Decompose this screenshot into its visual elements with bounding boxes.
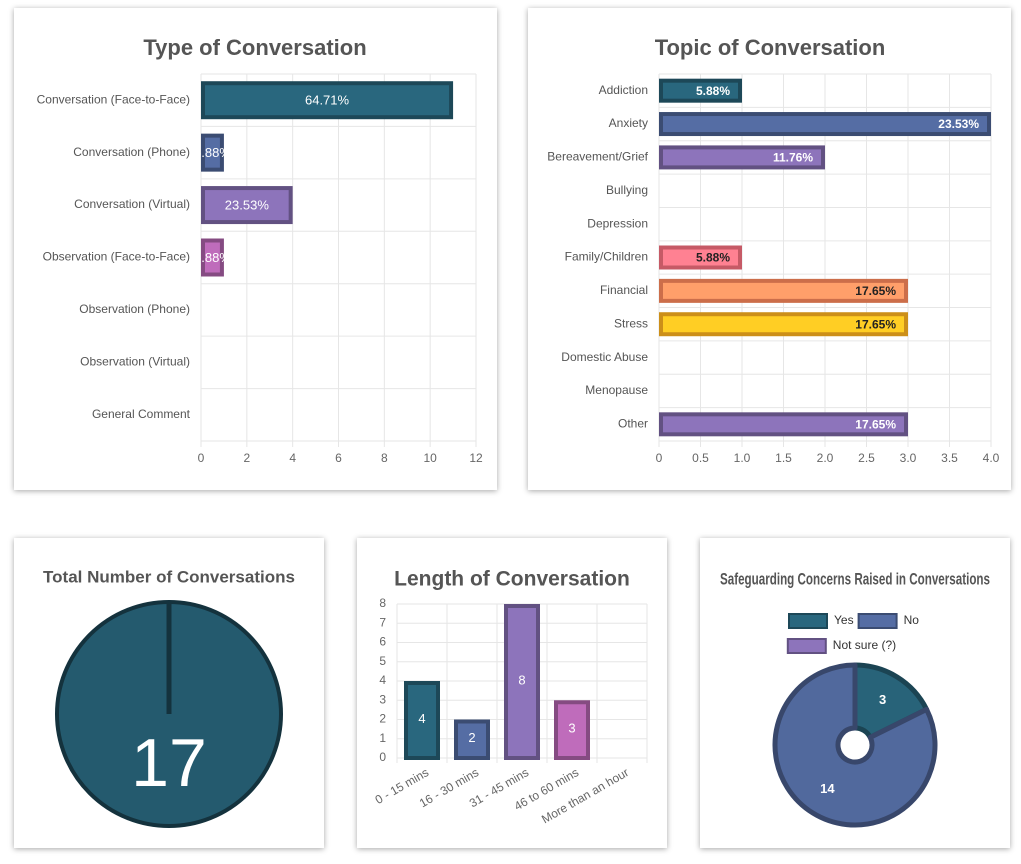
x-tick-label: 2.5 — [858, 451, 875, 465]
value-label: 3 — [568, 721, 575, 736]
legend-label: Not sure (?) — [833, 638, 896, 652]
category-label: Domestic Abuse — [561, 350, 648, 364]
value-label: 17.65% — [855, 317, 896, 331]
x-tick-label: 1.5 — [775, 451, 792, 465]
x-tick-label: 0.5 — [692, 451, 709, 465]
y-tick-label: 5 — [379, 654, 386, 668]
x-tick-label: 4 — [289, 451, 296, 465]
value-label: 5.88% — [696, 84, 730, 98]
legend-swatch — [786, 638, 827, 654]
legend-label: Yes — [834, 613, 854, 627]
value-label: 5.88% — [194, 250, 231, 265]
bar — [659, 245, 742, 270]
bar — [659, 412, 908, 437]
x-tick-label: 2 — [243, 451, 250, 465]
bar — [504, 604, 540, 760]
category-label: Stress — [614, 316, 648, 330]
category-label: Menopause — [585, 383, 648, 397]
value-label: 2 — [468, 730, 475, 745]
y-tick-label: 7 — [379, 615, 386, 629]
category-label: Conversation (Face-to-Face) — [37, 92, 190, 106]
bar — [454, 719, 490, 760]
y-tick-label: 6 — [379, 635, 386, 649]
category-label: Other — [618, 416, 648, 430]
category-label: Conversation (Virtual) — [74, 197, 190, 211]
value-label: 17.65% — [855, 284, 896, 298]
slice-label: 14 — [820, 781, 835, 796]
category-label: Observation (Face-to-Face) — [43, 250, 190, 264]
bar — [201, 133, 224, 172]
x-tick-label: 10 — [423, 451, 437, 465]
x-tick-label: 12 — [469, 451, 483, 465]
bar — [201, 186, 293, 225]
x-tick-label: 1.0 — [734, 451, 751, 465]
value-label: 5.88% — [696, 251, 730, 265]
category-label: Anxiety — [609, 116, 648, 130]
value-label: 23.53% — [938, 117, 979, 131]
bar — [659, 278, 908, 303]
category-label: Depression — [587, 216, 648, 230]
x-tick-label: 3.5 — [941, 451, 958, 465]
y-tick-label: 2 — [379, 712, 386, 726]
value-label: 11.76% — [773, 151, 813, 165]
y-tick-label: 1 — [379, 731, 386, 745]
value-label: 17.65% — [855, 417, 896, 431]
value-label: 5.88% — [194, 145, 231, 160]
y-tick-label: 4 — [379, 673, 386, 687]
x-tick-label: 0 — [198, 451, 205, 465]
bar — [404, 681, 440, 760]
value-label: 8 — [518, 672, 525, 687]
x-tick-label: 6 — [335, 451, 342, 465]
y-tick-label: 0 — [379, 750, 386, 764]
value-label: 23.53% — [225, 198, 270, 213]
bar — [659, 112, 991, 137]
legend-swatch — [788, 613, 828, 629]
bar — [201, 238, 224, 277]
chart-title: Type of Conversation — [143, 35, 366, 60]
x-tick-label: 4.0 — [983, 451, 1000, 465]
category-label: General Comment — [92, 407, 191, 421]
category-label: Bereavement/Grief — [547, 150, 648, 164]
bar — [201, 81, 454, 120]
category-label: Observation (Virtual) — [80, 355, 190, 369]
stat-value: 17 — [131, 725, 207, 801]
chart-title: Length of Conversation — [394, 568, 630, 591]
legend-swatch — [857, 613, 898, 629]
slice — [852, 662, 930, 740]
value-label: 64.71% — [305, 93, 350, 108]
category-label: Family/Children — [565, 250, 648, 264]
x-tick-label: 0 — [656, 451, 663, 465]
category-label: Addiction — [599, 83, 648, 97]
x-tick-label: 3.0 — [900, 451, 917, 465]
x-tick-label: 8 — [381, 451, 388, 465]
y-tick-label: 3 — [379, 692, 386, 706]
bar — [554, 700, 590, 760]
chart-title: Topic of Conversation — [655, 35, 886, 60]
value-label: 4 — [418, 711, 425, 726]
legend-label: No — [904, 613, 920, 627]
x-tick-label: 2.0 — [817, 451, 834, 465]
slice-label: 3 — [879, 692, 886, 707]
bar — [659, 145, 825, 170]
chart-title: Total Number of Conversations — [43, 567, 295, 586]
bar — [659, 78, 742, 103]
chart-title: Safeguarding Concerns Raised in Conversa… — [720, 569, 990, 588]
category-label: Observation (Phone) — [79, 302, 190, 316]
card — [528, 8, 1011, 490]
category-label: Bullying — [606, 183, 648, 197]
category-label: Conversation (Phone) — [73, 145, 190, 159]
category-label: Financial — [600, 283, 648, 297]
bar — [659, 312, 908, 337]
y-tick-label: 8 — [379, 596, 386, 610]
slice — [772, 662, 938, 828]
